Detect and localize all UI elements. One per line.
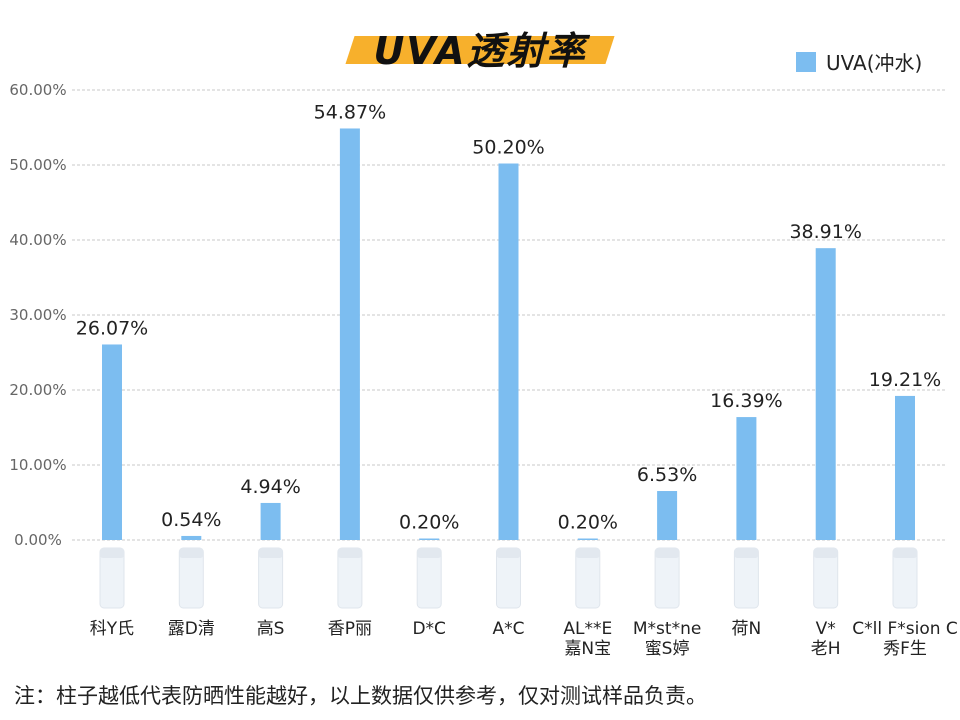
- footnote: 注：柱子越低代表防晒性能越好，以上数据仅供参考，仅对测试样品负责。: [14, 684, 707, 708]
- bar-value-label: 26.07%: [76, 317, 148, 339]
- category-label: AL**E: [563, 619, 612, 639]
- product-cap: [258, 548, 283, 558]
- y-tick-bg: [4, 305, 72, 325]
- product-cap: [575, 548, 600, 558]
- legend: UVA(冲水): [796, 47, 922, 76]
- product-cap: [655, 548, 680, 558]
- bar-value-label: 50.20%: [472, 137, 544, 159]
- y-tick-label: 0.00%: [14, 531, 62, 549]
- chart-title-banner: UVA透射率: [340, 14, 620, 74]
- bar-value-label: 54.87%: [314, 101, 386, 123]
- bar: [736, 417, 757, 540]
- y-tick-bg: [4, 380, 72, 400]
- bar-value-label: 4.94%: [240, 476, 300, 498]
- legend-label: UVA(冲水): [826, 51, 923, 75]
- category-label: C*ll F*sion C: [852, 619, 958, 639]
- bar: [102, 344, 122, 540]
- bar: [339, 128, 360, 540]
- category-label: D*C: [412, 619, 445, 639]
- product-cap: [417, 548, 442, 558]
- category-label: 荷N: [732, 619, 762, 639]
- product-cap: [179, 548, 204, 558]
- category-label: 秀F生: [883, 639, 927, 659]
- category-label: 嘉N宝: [564, 639, 611, 659]
- y-tick-bg: [4, 155, 72, 175]
- y-tick-bg: [4, 530, 72, 550]
- bar-value-label: 38.91%: [789, 221, 861, 243]
- category-label: 蜜S婷: [645, 639, 690, 659]
- product-cap: [734, 548, 759, 558]
- bar: [657, 491, 678, 540]
- y-tick-bg: [4, 455, 72, 475]
- bar-value-label: 19.21%: [869, 369, 941, 391]
- bar: [815, 248, 836, 541]
- y-tick-label: 20.00%: [9, 381, 66, 399]
- bar: [260, 502, 281, 540]
- bar-value-label: 16.39%: [710, 390, 782, 412]
- y-tick-bg: [4, 230, 72, 250]
- y-tick-label: 30.00%: [9, 306, 66, 324]
- category-label: A*C: [493, 619, 525, 639]
- category-label: 科Y氏: [90, 619, 134, 639]
- category-label: 露D清: [168, 619, 215, 639]
- bar: [419, 538, 440, 540]
- y-tick-label: 10.00%: [9, 456, 66, 474]
- bar-value-label: 6.53%: [637, 464, 697, 486]
- category-label: 高S: [257, 619, 285, 639]
- y-tick-label: 60.00%: [9, 81, 66, 99]
- category-label: M*st*ne: [633, 619, 701, 639]
- chart-title: UVA透射率: [373, 29, 587, 73]
- product-cap: [337, 548, 362, 558]
- y-tick-label: 50.00%: [9, 156, 66, 174]
- legend-swatch: [796, 51, 816, 72]
- category-label: 香P丽: [328, 619, 372, 639]
- bar: [498, 163, 519, 540]
- bar-value-label: 0.20%: [399, 512, 459, 534]
- bar: [181, 535, 202, 540]
- product-cap: [100, 548, 124, 558]
- product-cap: [813, 548, 838, 558]
- product-cap: [893, 548, 917, 558]
- chart-plot: 0.00% 10.00% 20.00% 30.00% 40.00% 50.00% 60.00…: [4, 80, 958, 659]
- product-cap: [496, 548, 521, 558]
- bar-value-label: 0.54%: [161, 509, 221, 531]
- category-label: V*: [816, 619, 836, 639]
- y-tick-bg: [4, 80, 72, 100]
- bar: [577, 538, 598, 540]
- bar-value-label: 0.20%: [558, 512, 618, 534]
- bar: [895, 395, 915, 540]
- category-label: 老H: [811, 639, 841, 659]
- y-tick-label: 40.00%: [9, 231, 66, 249]
